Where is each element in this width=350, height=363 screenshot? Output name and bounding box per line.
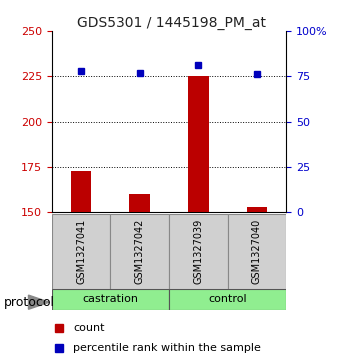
Text: count: count: [73, 323, 104, 333]
Bar: [228, 214, 286, 289]
Text: castration: castration: [83, 294, 139, 305]
Bar: [71, 171, 91, 212]
Bar: [169, 214, 228, 289]
Text: GSM1327042: GSM1327042: [135, 219, 145, 284]
Bar: [52, 289, 169, 310]
Bar: [111, 214, 169, 289]
Text: protocol: protocol: [4, 295, 55, 309]
Text: GSM1327041: GSM1327041: [76, 219, 86, 284]
Bar: [130, 194, 150, 212]
Bar: [188, 76, 209, 212]
Text: GSM1327040: GSM1327040: [252, 219, 262, 284]
Bar: [52, 214, 111, 289]
Bar: [247, 207, 267, 212]
Bar: [169, 289, 286, 310]
Text: percentile rank within the sample: percentile rank within the sample: [73, 343, 261, 354]
Text: GSM1327039: GSM1327039: [193, 219, 203, 284]
Polygon shape: [28, 295, 49, 309]
Text: control: control: [208, 294, 247, 305]
Text: GDS5301 / 1445198_PM_at: GDS5301 / 1445198_PM_at: [77, 16, 266, 30]
